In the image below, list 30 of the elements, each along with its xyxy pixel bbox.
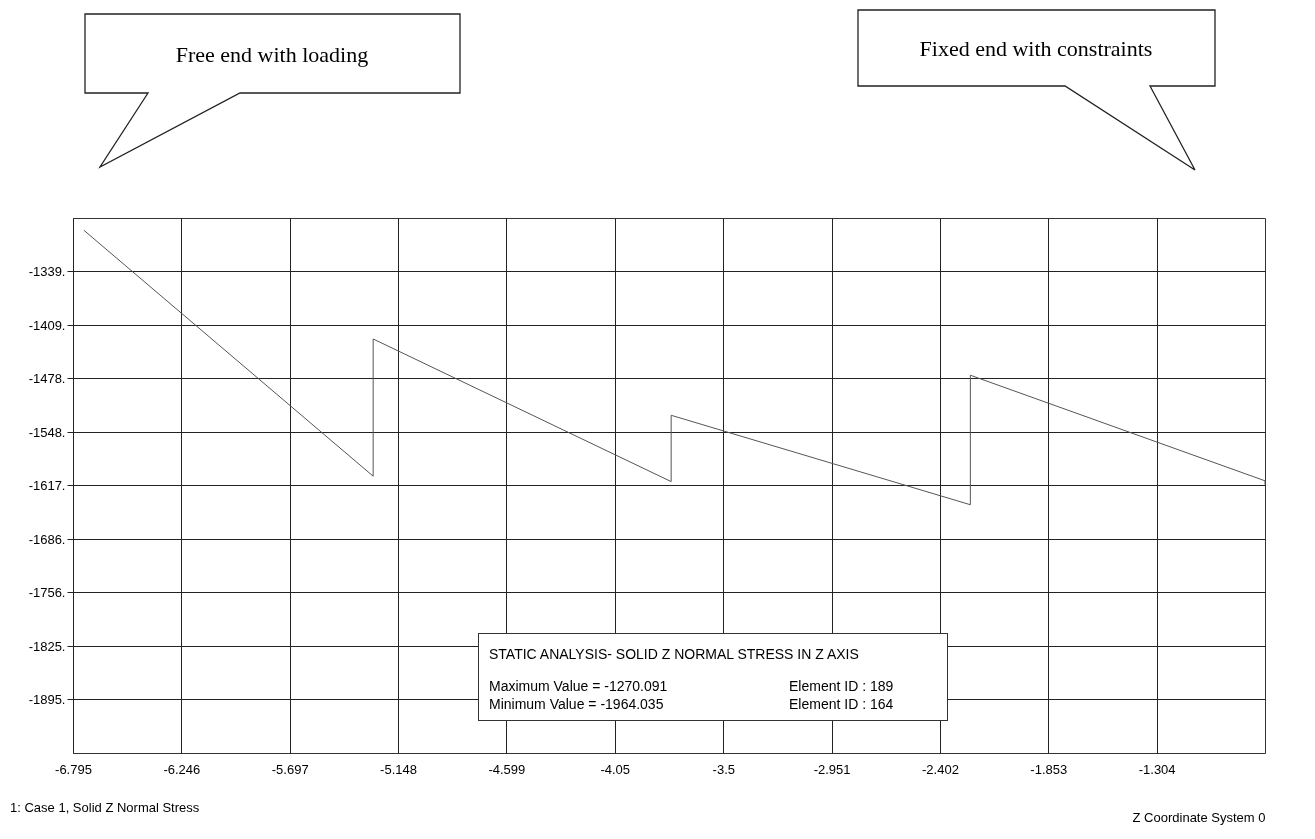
x-tick-label: -2.951 [813, 761, 851, 777]
x-tick-label: -6.246 [163, 761, 201, 777]
text: Free end with loading [175, 42, 369, 67]
y-tick-label: -1756. [28, 585, 66, 600]
x-tick-label: -6.795 [55, 761, 92, 777]
text: 1: Case 1, Solid Z Normal Stress [10, 800, 200, 815]
line-series [83, 229, 1266, 506]
annotation: Minimum Value = -1964.035 [489, 696, 665, 712]
y-tick-label: -1895. [28, 692, 66, 707]
y-tick-label: -1339. [28, 264, 66, 279]
x-tick-label: -4.599 [488, 761, 526, 777]
x-tick-label: -4.05 [600, 761, 631, 777]
annotation: Element ID : 189 [789, 678, 895, 694]
y-tick-label: -1478. [28, 371, 66, 386]
annotation: Maximum Value = -1270.091 [489, 678, 669, 694]
y-tick-label: -1825. [28, 638, 66, 654]
x-tick-label: -1.304 [1138, 761, 1176, 777]
x-axis-title: Z Coordinate System 0 [1132, 809, 1266, 825]
y-tick-label: -1686. [28, 531, 66, 547]
y-tick-label: -1409. [28, 317, 66, 333]
x-tick-label: -3.5 [712, 761, 735, 777]
chart-title: STATIC ANALYSIS- SOLID Z NORMAL STRESS IN Z AXIS [489, 646, 859, 662]
x-tick-label: -5.697 [271, 761, 309, 777]
text: Fixed end with constraints [919, 36, 1153, 61]
x-tick-label: -1.853 [1030, 761, 1068, 777]
x-tick-label: -5.148 [380, 761, 417, 777]
annotation: Element ID : 164 [789, 696, 895, 712]
x-tick-label: -2.402 [922, 761, 959, 777]
y-tick-label: -1617. [28, 478, 66, 493]
y-tick-label: -1548. [28, 424, 66, 440]
